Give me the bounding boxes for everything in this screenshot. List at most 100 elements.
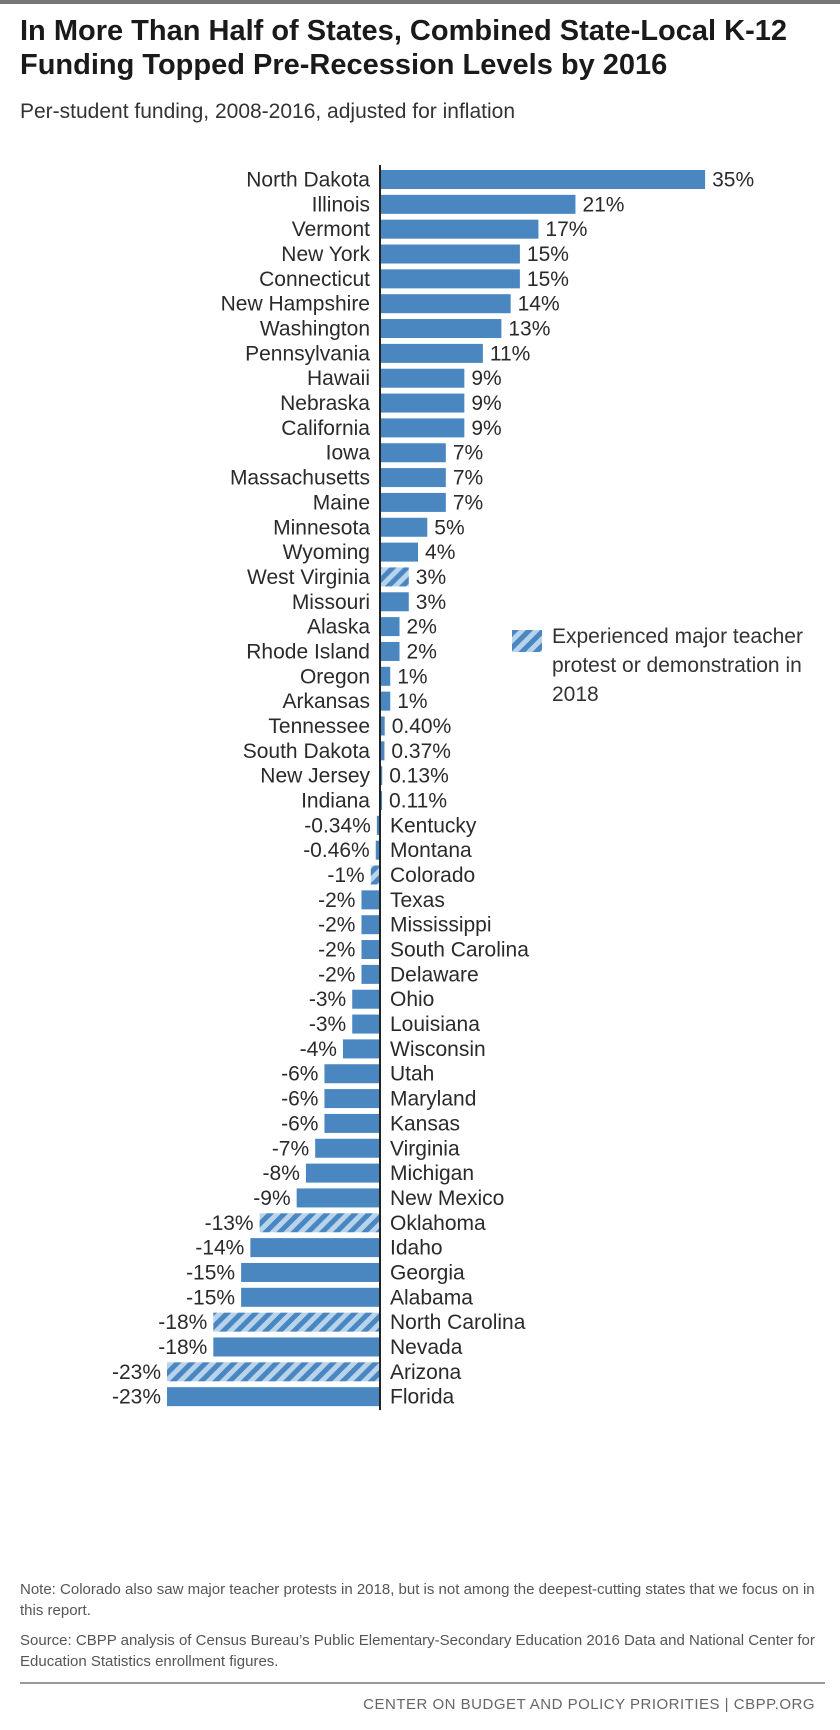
category-label-minnesota: Minnesota: [273, 516, 370, 539]
bar-nebraska: [381, 393, 465, 413]
category-label-virginia: Virginia: [390, 1137, 460, 1160]
value-label-kansas: -6%: [281, 1112, 318, 1135]
value-label-wisconsin: -4%: [300, 1038, 337, 1061]
bar-connecticut: [381, 269, 520, 289]
category-label-new-hampshire: New Hampshire: [221, 293, 370, 316]
value-label-maryland: -6%: [281, 1088, 318, 1111]
value-label-missouri: 3%: [416, 591, 446, 614]
category-label-missouri: Missouri: [292, 591, 370, 614]
bar-hawaii: [381, 368, 465, 388]
value-label-south-dakota: 0.37%: [391, 740, 451, 763]
category-label-oregon: Oregon: [300, 665, 370, 688]
category-label-hawaii: Hawaii: [307, 367, 370, 390]
bar-idaho: [250, 1238, 380, 1258]
bar-new-york: [381, 244, 520, 264]
category-label-maine: Maine: [313, 491, 370, 514]
bar-ohio: [352, 989, 380, 1009]
category-label-rhode-island: Rhode Island: [246, 640, 370, 663]
category-label-kentucky: Kentucky: [390, 814, 477, 837]
category-label-arizona: Arizona: [390, 1361, 462, 1384]
value-label-massachusetts: 7%: [453, 467, 483, 490]
bar-mississippi: [361, 915, 380, 935]
bar-montana: [375, 840, 380, 860]
bar-arkansas: [381, 691, 391, 711]
bar-missouri: [381, 592, 409, 612]
category-label-indiana: Indiana: [301, 790, 370, 813]
note-text: Note: Colorado also saw major teacher pr…: [20, 1581, 815, 1619]
bar-maine: [381, 492, 446, 512]
bar-south-dakota: [381, 741, 385, 761]
bar-alabama: [241, 1287, 380, 1307]
value-label-florida: -23%: [112, 1386, 161, 1409]
bar-michigan: [305, 1163, 380, 1183]
value-label-delaware: -2%: [318, 963, 355, 986]
category-label-illinois: Illinois: [312, 193, 370, 216]
value-label-new-jersey: 0.13%: [389, 765, 449, 788]
category-label-michigan: Michigan: [390, 1162, 474, 1185]
bars-group: [167, 170, 706, 1407]
legend-label: Experienced major teacher protest or dem…: [552, 625, 803, 706]
top-rule: [0, 0, 840, 4]
value-label-alaska: 2%: [407, 616, 437, 639]
category-label-north-dakota: North Dakota: [246, 169, 370, 192]
bar-kansas: [324, 1113, 380, 1133]
category-label-massachusetts: Massachusetts: [230, 467, 370, 490]
category-label-vermont: Vermont: [292, 218, 370, 241]
value-label-pennsylvania: 11%: [490, 342, 530, 365]
bar-georgia: [241, 1262, 380, 1282]
value-label-utah: -6%: [281, 1063, 318, 1086]
category-label-west-virginia: West Virginia: [247, 566, 370, 589]
category-label-texas: Texas: [390, 889, 445, 912]
value-label-michigan: -8%: [263, 1162, 300, 1185]
bar-new-hampshire: [381, 294, 511, 314]
value-label-wyoming: 4%: [425, 541, 455, 564]
category-label-alaska: Alaska: [307, 616, 370, 639]
category-label-georgia: Georgia: [390, 1261, 465, 1284]
category-label-florida: Florida: [390, 1386, 455, 1409]
bar-delaware: [361, 964, 380, 984]
bar-north-dakota: [381, 170, 706, 189]
value-label-georgia: -15%: [186, 1261, 235, 1284]
category-label-south-dakota: South Dakota: [243, 740, 371, 763]
bar-oregon: [381, 666, 391, 686]
value-label-tennessee: 0.40%: [392, 715, 452, 738]
value-label-kentucky: -0.34%: [304, 814, 371, 837]
bar-kentucky: [376, 815, 380, 835]
value-label-connecticut: 15%: [527, 268, 569, 291]
bar-massachusetts: [381, 468, 446, 488]
value-label-minnesota: 5%: [434, 516, 464, 539]
category-label-kansas: Kansas: [390, 1112, 460, 1135]
category-label-ohio: Ohio: [390, 988, 434, 1011]
value-label-maine: 7%: [453, 491, 483, 514]
value-label-colorado: -1%: [327, 864, 364, 887]
bar-utah: [324, 1064, 380, 1084]
value-label-new-mexico: -9%: [253, 1187, 290, 1210]
bar-new-jersey: [381, 766, 383, 786]
category-label-nevada: Nevada: [390, 1336, 463, 1359]
source-text: Source: CBPP analysis of Census Bureau’s…: [20, 1632, 815, 1670]
value-label-nevada: -18%: [158, 1336, 207, 1359]
category-label-south-carolina: South Carolina: [390, 939, 529, 962]
value-label-montana: -0.46%: [303, 839, 370, 862]
bar-arizona: [167, 1362, 380, 1382]
category-label-wisconsin: Wisconsin: [390, 1038, 486, 1061]
category-label-tennessee: Tennessee: [268, 715, 370, 738]
legend-swatch: [512, 630, 542, 652]
value-label-south-carolina: -2%: [318, 939, 355, 962]
category-label-montana: Montana: [390, 839, 472, 862]
category-label-mississippi: Mississippi: [390, 914, 492, 937]
category-label-wyoming: Wyoming: [283, 541, 370, 564]
category-label-washington: Washington: [260, 318, 370, 341]
value-label-indiana: 0.11%: [389, 790, 447, 813]
bar-oklahoma: [259, 1213, 380, 1233]
value-label-virginia: -7%: [272, 1137, 309, 1160]
bar-california: [381, 418, 465, 438]
bar-colorado: [370, 865, 380, 885]
chart-subtitle: Per-student funding, 2008-2016, adjusted…: [20, 100, 516, 123]
bar-florida: [167, 1387, 380, 1407]
category-label-nebraska: Nebraska: [280, 392, 370, 415]
bar-west-virginia: [381, 567, 409, 587]
value-label-alabama: -15%: [186, 1286, 235, 1309]
bar-south-carolina: [361, 940, 380, 960]
bar-rhode-island: [381, 641, 400, 661]
